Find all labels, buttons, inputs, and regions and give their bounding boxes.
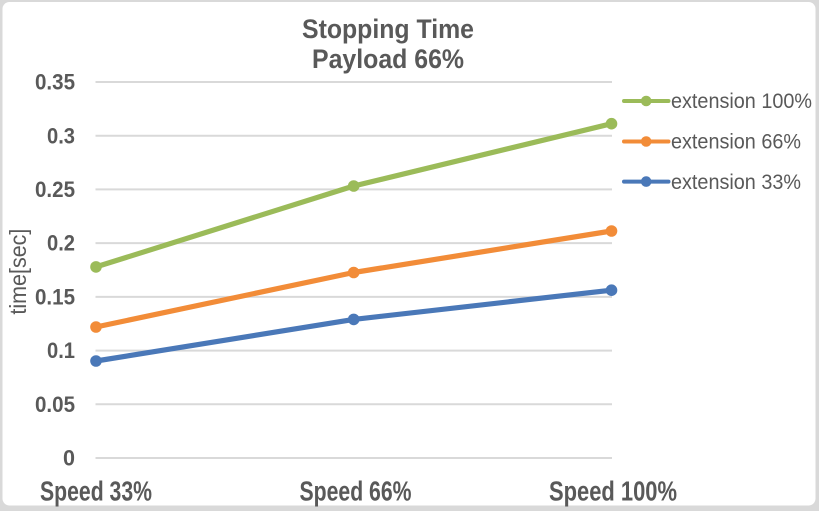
svg-text:extension 100%: extension 100% xyxy=(671,90,812,113)
svg-text:extension 33%: extension 33% xyxy=(671,171,801,194)
svg-text:Speed 100%: Speed 100% xyxy=(549,475,677,506)
svg-text:extension 66%: extension 66% xyxy=(671,131,801,154)
svg-text:Speed 66%: Speed 66% xyxy=(300,475,412,506)
svg-text:0.1: 0.1 xyxy=(47,338,75,363)
svg-text:Payload 66%: Payload 66% xyxy=(312,44,464,74)
svg-text:0.2: 0.2 xyxy=(47,231,75,256)
svg-text:0.15: 0.15 xyxy=(35,285,75,310)
svg-text:0: 0 xyxy=(63,446,75,471)
svg-text:0.05: 0.05 xyxy=(35,392,75,417)
svg-text:0.25: 0.25 xyxy=(35,177,75,202)
svg-text:Speed 33%: Speed 33% xyxy=(40,475,152,506)
svg-text:0.35: 0.35 xyxy=(35,70,75,95)
svg-text:Stopping Time: Stopping Time xyxy=(302,14,474,44)
svg-text:0.3: 0.3 xyxy=(47,123,75,148)
svg-text:time[sec]: time[sec] xyxy=(5,229,31,315)
